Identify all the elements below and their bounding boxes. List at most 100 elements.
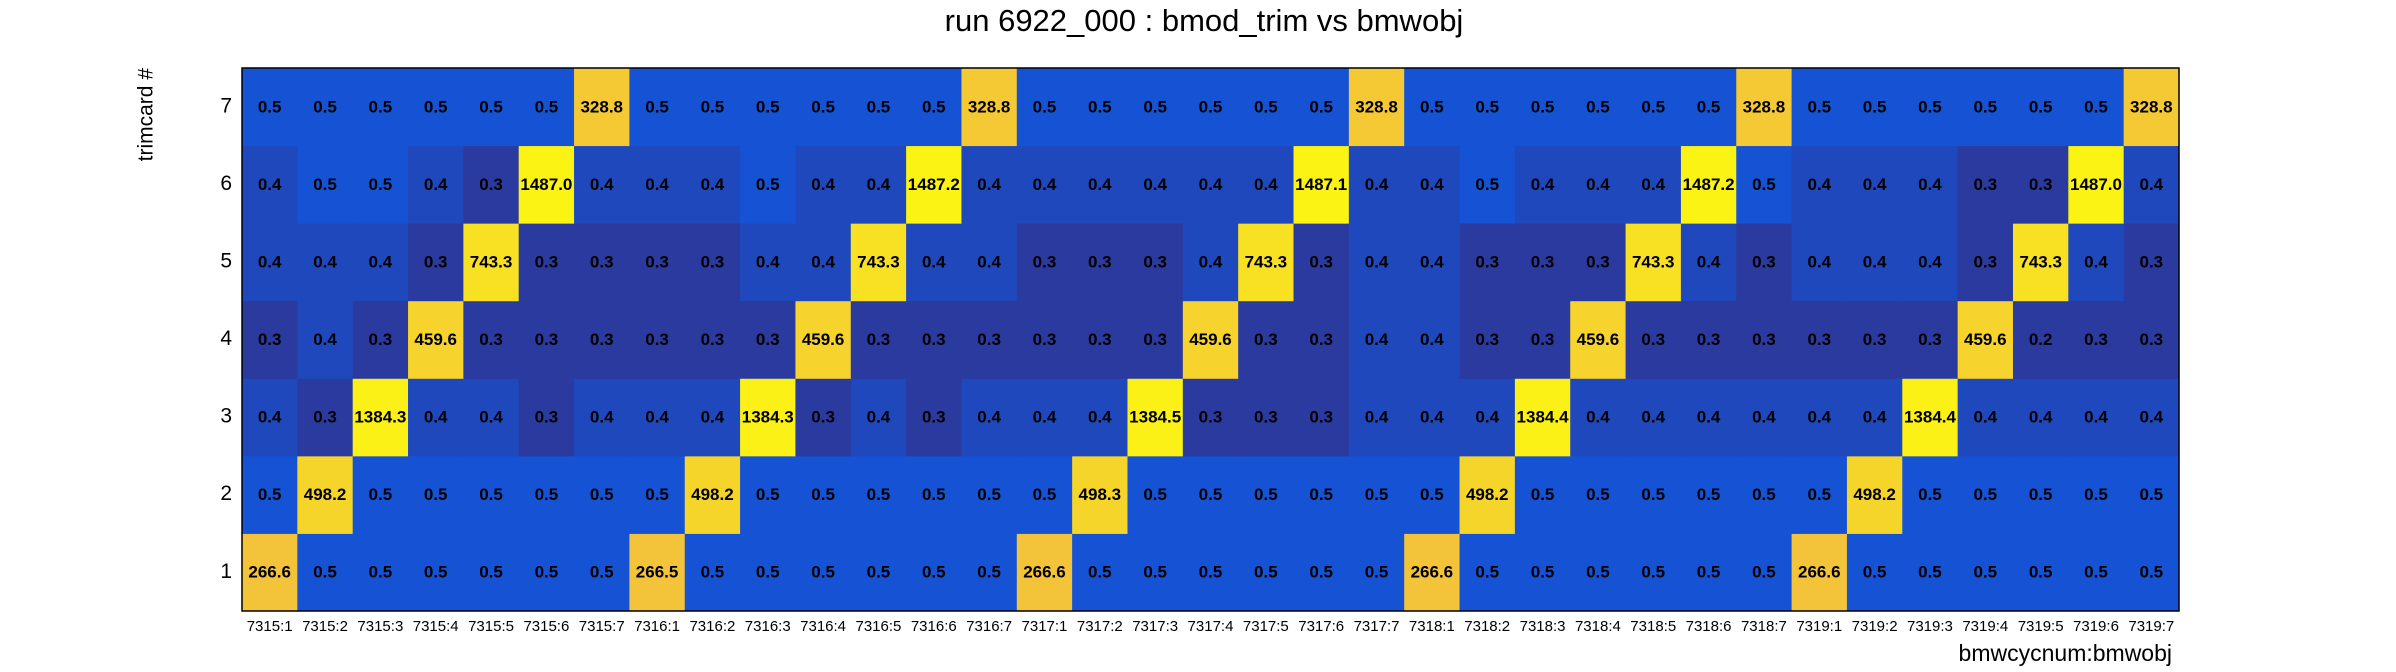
cell (297, 378, 354, 457)
cell (1238, 300, 1295, 379)
value-label: 0.4 (811, 252, 835, 271)
cell (2123, 533, 2180, 612)
cell (1238, 223, 1295, 302)
cell (1791, 378, 1848, 457)
cell (463, 145, 520, 224)
value-label: 0.5 (867, 563, 891, 582)
x-tick-label: 7315:7 (579, 618, 625, 635)
x-tick-label: 7319:4 (1962, 618, 2008, 635)
cell (1293, 378, 1350, 457)
value-label: 0.5 (590, 485, 614, 504)
cell (297, 145, 354, 224)
cell (1293, 533, 1350, 612)
cell (1680, 300, 1737, 379)
value-label: 0.5 (1254, 485, 1278, 504)
cell (1680, 378, 1737, 457)
cell (1182, 533, 1239, 612)
cell (1514, 68, 1571, 147)
cell (1404, 533, 1461, 612)
value-label: 0.4 (258, 175, 282, 194)
cell (1736, 68, 1793, 147)
chart-title: run 6922_000 : bmod_trim vs bmwobj (945, 3, 1464, 38)
value-label: 0.4 (1586, 175, 1610, 194)
cell (629, 533, 686, 612)
cell (1902, 223, 1959, 302)
cell (1902, 145, 1959, 224)
value-label: 1487.0 (520, 175, 572, 194)
cell (1072, 533, 1128, 612)
cell (2068, 68, 2125, 147)
value-label: 266.6 (1023, 563, 1066, 582)
x-tick-label: 7315:2 (302, 618, 348, 635)
cell (1348, 455, 1405, 534)
cell (1957, 145, 2014, 224)
value-label: 328.8 (580, 97, 623, 116)
cell (1957, 455, 2014, 534)
cell (1404, 378, 1461, 457)
value-label: 0.3 (1254, 408, 1278, 427)
value-label: 0.4 (1420, 330, 1444, 349)
cell (242, 300, 298, 379)
cell (629, 145, 686, 224)
value-label: 0.4 (258, 408, 282, 427)
cell (1348, 300, 1405, 379)
x-tick-label: 7315:4 (413, 618, 459, 635)
cell (242, 455, 298, 534)
x-tick-label: 7319:6 (2073, 618, 2119, 635)
cell (297, 300, 354, 379)
cell (1514, 533, 1571, 612)
cell (1016, 300, 1073, 379)
cell (1570, 378, 1627, 457)
y-axis-label: trimcard # (135, 68, 158, 162)
value-label: 0.3 (1033, 252, 1057, 271)
value-label: 0.4 (1863, 252, 1887, 271)
value-label: 0.4 (1199, 175, 1223, 194)
cell (1846, 68, 1903, 147)
value-label: 0.5 (1697, 563, 1721, 582)
cell (629, 300, 686, 379)
value-label: 0.4 (1863, 175, 1887, 194)
cell (850, 455, 907, 534)
cell (850, 378, 907, 457)
value-label: 0.3 (2140, 252, 2164, 271)
cell (242, 145, 298, 224)
cell (1348, 145, 1405, 224)
value-label: 0.5 (701, 563, 725, 582)
value-label: 0.5 (1973, 97, 1997, 116)
value-label: 0.5 (977, 485, 1001, 504)
cell (1127, 455, 1184, 534)
value-label: 0.5 (2029, 97, 2053, 116)
cell (518, 68, 575, 147)
value-label: 0.4 (1088, 175, 1112, 194)
cell (2068, 455, 2125, 534)
value-label: 0.5 (1254, 97, 1278, 116)
cell (1791, 300, 1848, 379)
cell (1846, 145, 1903, 224)
value-label: 0.5 (1531, 563, 1555, 582)
cell (1459, 68, 1516, 147)
cell (1570, 68, 1627, 147)
value-label: 459.6 (1189, 330, 1232, 349)
value-label: 0.5 (1973, 563, 1997, 582)
x-tick-label: 7319:7 (2128, 618, 2174, 635)
value-label: 0.3 (424, 252, 448, 271)
cell (1182, 455, 1239, 534)
cell (1625, 300, 1682, 379)
x-tick-label: 7319:3 (1907, 618, 1953, 635)
cell (242, 68, 298, 147)
cell (850, 145, 907, 224)
cell (1459, 455, 1516, 534)
cell (1846, 378, 1903, 457)
value-label: 0.4 (424, 408, 448, 427)
value-label: 0.5 (811, 563, 835, 582)
cell (740, 378, 796, 457)
value-label: 0.3 (1088, 330, 1112, 349)
cell (2012, 533, 2069, 612)
cell (740, 455, 796, 534)
cell (1625, 68, 1682, 147)
value-label: 0.3 (313, 408, 337, 427)
cell (1348, 68, 1405, 147)
y-tick-label: 4 (220, 327, 232, 350)
value-label: 498.2 (1853, 485, 1896, 504)
value-label: 0.5 (2140, 485, 2164, 504)
